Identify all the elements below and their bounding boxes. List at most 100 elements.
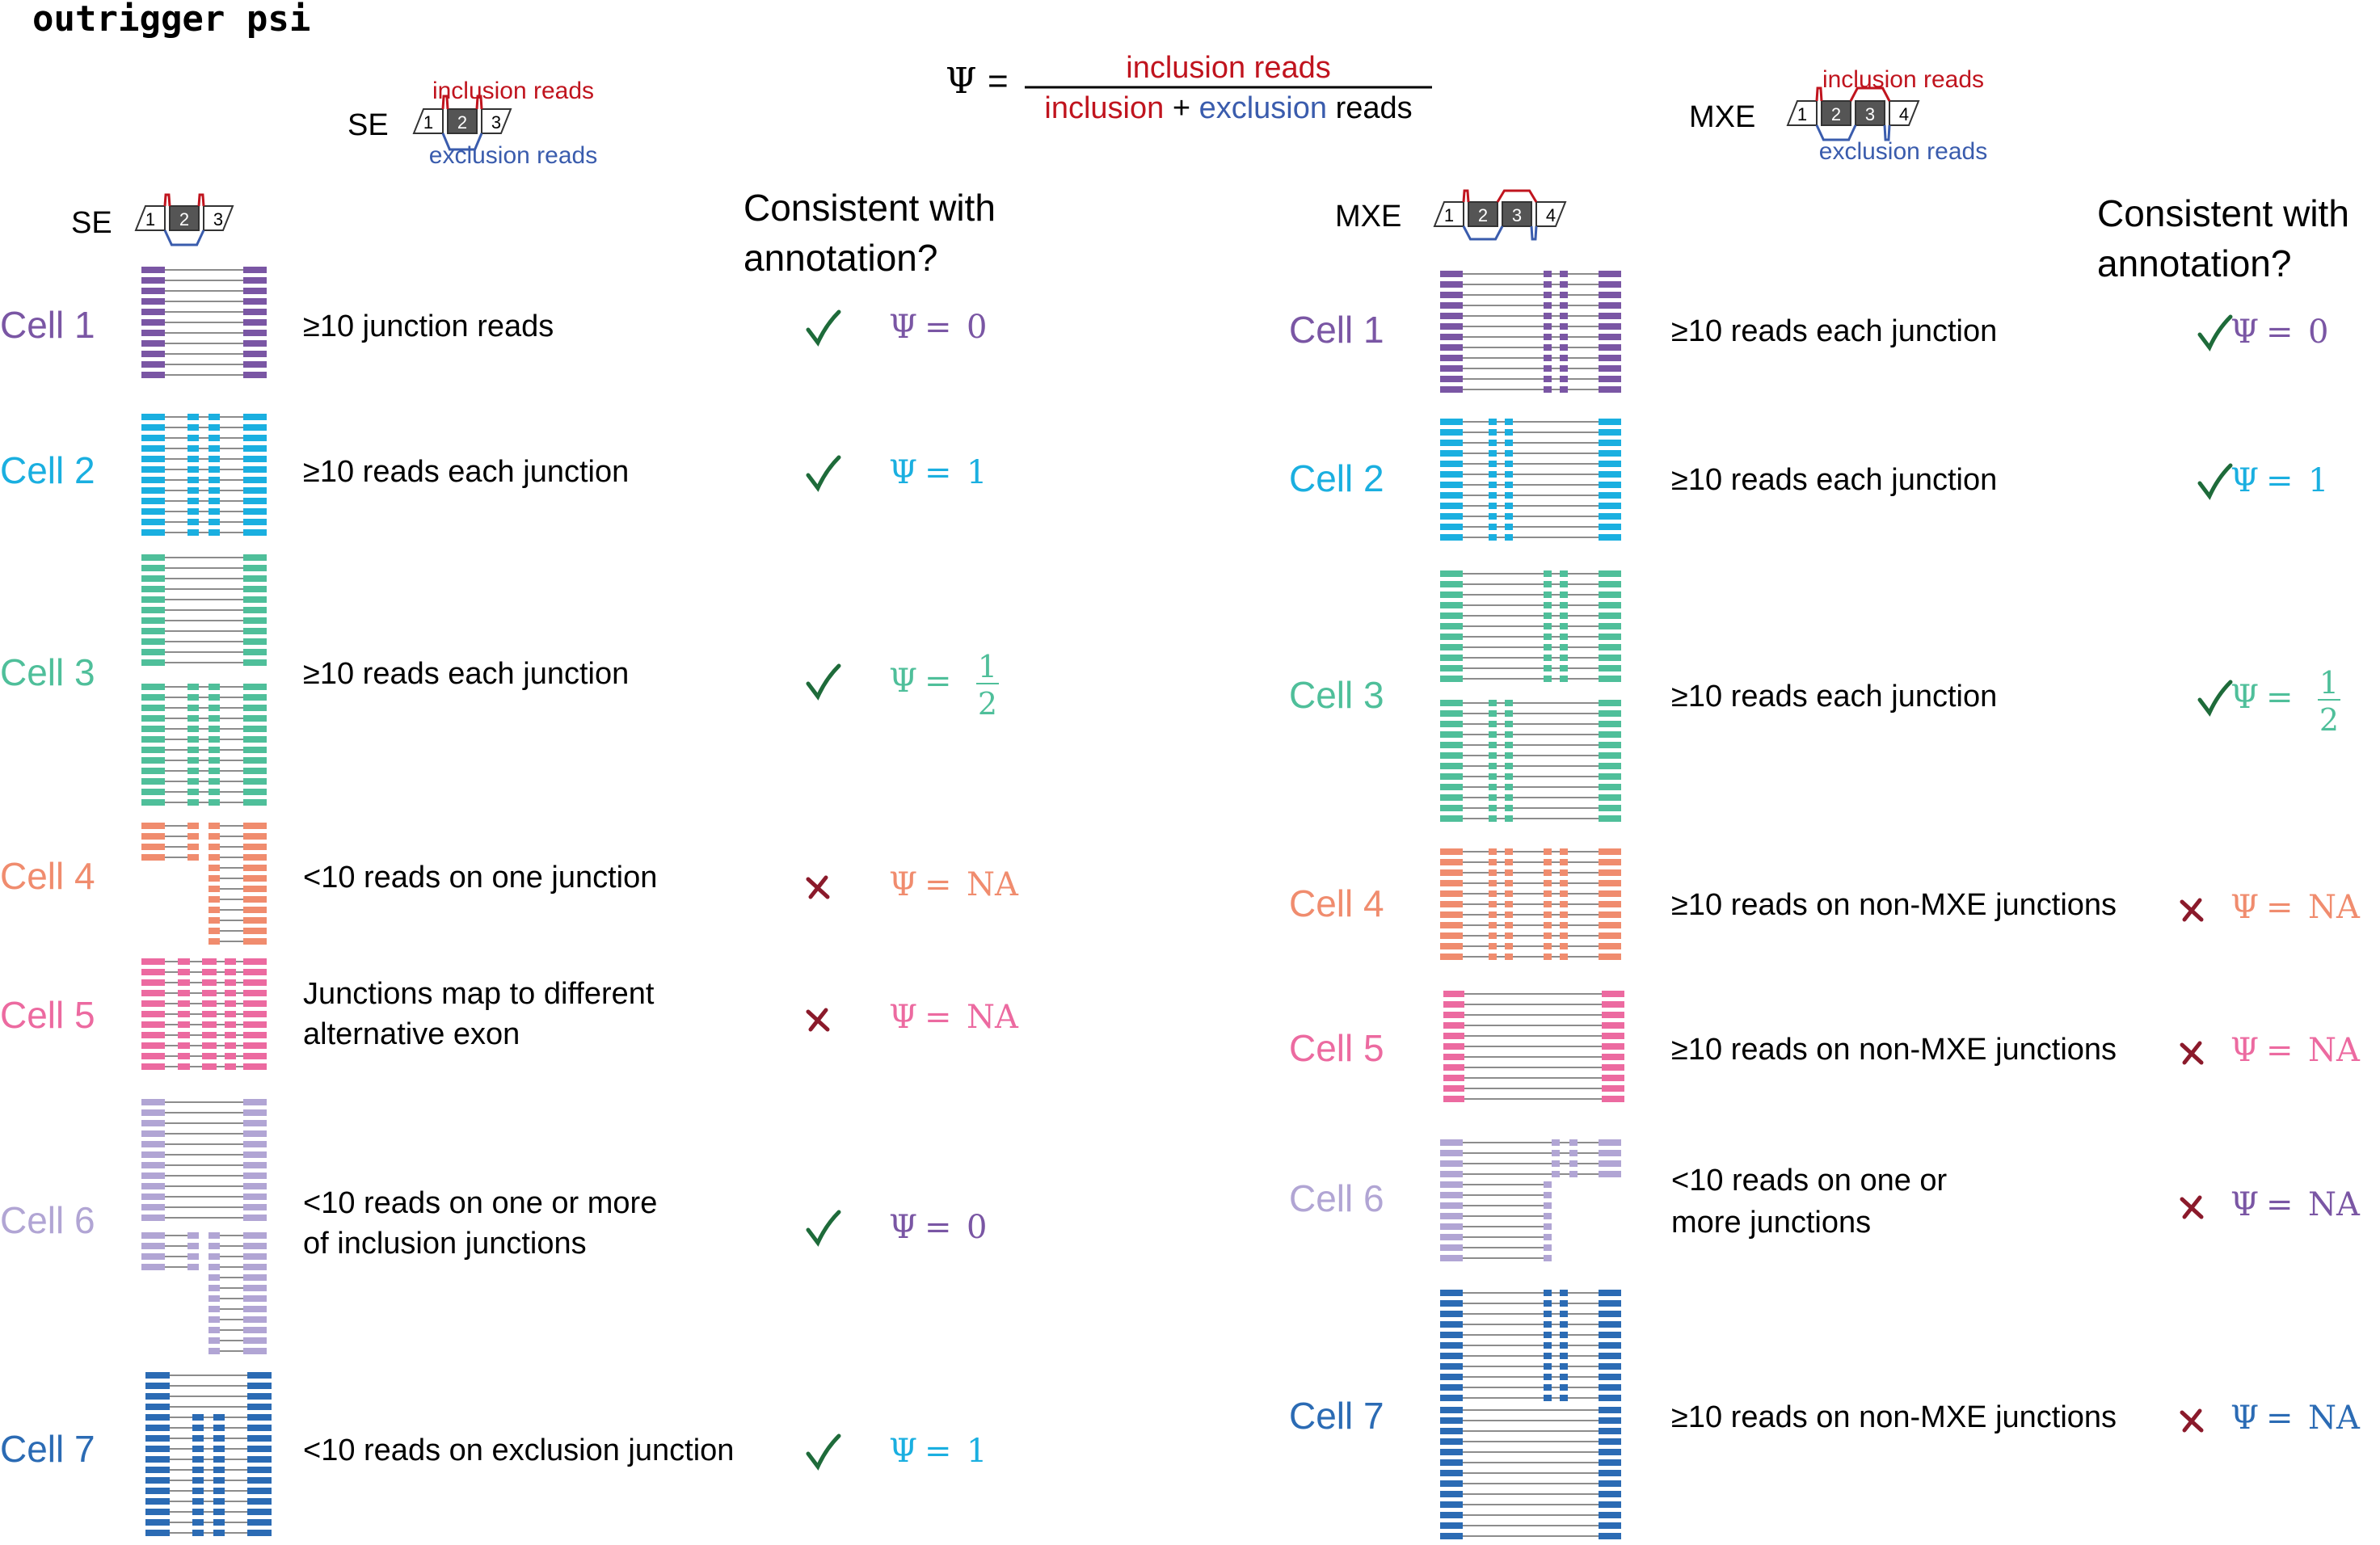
read-block	[243, 1295, 267, 1302]
read-block	[1440, 665, 1463, 671]
read-block	[243, 477, 267, 483]
cross-stroke-2	[2182, 1195, 2202, 1219]
read-block	[141, 1141, 165, 1147]
read-block	[1599, 313, 1621, 319]
se-legend-inclusion-label: inclusion reads	[432, 78, 594, 104]
read-block	[1489, 429, 1497, 436]
se-header-exclusion-junction	[163, 229, 205, 246]
read-block	[1560, 911, 1568, 918]
read-block	[1599, 271, 1621, 277]
read-block	[141, 596, 165, 603]
read-block	[1599, 1311, 1621, 1317]
read-block	[1489, 880, 1497, 886]
read-block	[243, 694, 267, 701]
read-block	[1599, 440, 1621, 446]
mxe-legend-label: MXE	[1689, 100, 1755, 134]
read-block	[1602, 1012, 1624, 1018]
read-block	[243, 1327, 267, 1333]
read-block	[209, 705, 220, 711]
se-cell-5-cross-icon	[806, 1008, 830, 1032]
read-block	[1505, 943, 1513, 949]
read-block	[1440, 815, 1463, 822]
read-block	[141, 1204, 165, 1210]
read-block	[1440, 869, 1463, 876]
se-cell-3-psi-denominator: 2	[978, 686, 997, 722]
read-block	[243, 361, 267, 368]
read-block	[141, 487, 165, 494]
read-block	[1560, 1311, 1568, 1317]
mxe-cell-5-cross-icon	[2180, 1041, 2204, 1065]
read-block	[1440, 313, 1463, 319]
read-block	[243, 917, 267, 924]
read-block	[1569, 1150, 1578, 1156]
read	[141, 1243, 199, 1249]
read-block	[1544, 570, 1552, 577]
read-block	[1443, 1085, 1464, 1092]
read-block	[1440, 429, 1463, 436]
read	[1440, 1160, 1621, 1167]
read	[1440, 482, 1621, 488]
read-block	[1489, 721, 1497, 727]
read-block	[243, 309, 267, 315]
read-block	[209, 1274, 220, 1281]
read-block	[1489, 534, 1497, 541]
read-block	[192, 1498, 204, 1505]
read	[141, 979, 267, 986]
se-header-inclusion-junction-2	[197, 193, 205, 207]
read-block	[243, 1000, 267, 1007]
read-block	[1599, 292, 1621, 298]
read-block	[141, 1162, 165, 1168]
read	[141, 487, 267, 494]
read	[1440, 655, 1621, 661]
mxe-cell-6-stack-0-reads	[1440, 1139, 1621, 1177]
read-block	[1440, 1470, 1463, 1476]
read	[1440, 1332, 1621, 1338]
read-block	[243, 596, 267, 603]
read	[1440, 365, 1621, 372]
mxe-cell-7-psi-equals: =	[2266, 1400, 2294, 1437]
read-block	[1602, 1054, 1624, 1060]
read	[1440, 281, 1621, 288]
read-block	[1560, 655, 1568, 661]
read	[1440, 784, 1621, 790]
se-cell-3-check-icon	[806, 663, 841, 701]
read-block	[247, 1456, 272, 1463]
read	[1440, 1480, 1621, 1487]
read-block	[1544, 323, 1552, 330]
read	[209, 886, 267, 892]
read-block	[1440, 376, 1463, 382]
mxe-cell-3-check-icon	[2197, 680, 2233, 717]
read-block	[243, 628, 267, 634]
se-cell-2-stack-0-reads	[141, 414, 267, 536]
read-block	[141, 757, 165, 764]
read	[1440, 1501, 1621, 1508]
read-block	[1599, 880, 1621, 886]
read-block	[1599, 932, 1621, 939]
read-block	[1544, 901, 1552, 907]
se-cell-1-description-line1: ≥10 junction reads	[303, 309, 554, 343]
read-block	[243, 445, 267, 452]
read	[141, 799, 267, 806]
mxe-cell-1-row: Cell 1 ≥10 reads each junction Ψ = 0	[1289, 271, 2328, 393]
read	[141, 628, 267, 634]
read-block	[1599, 752, 1621, 759]
read	[1440, 323, 1621, 330]
read-block	[187, 424, 199, 431]
read-block	[141, 747, 165, 753]
read-block	[1599, 773, 1621, 780]
read-block	[1505, 419, 1513, 425]
read-block	[1599, 302, 1621, 309]
read-block	[1544, 932, 1552, 939]
read-block	[187, 844, 199, 850]
read-block	[187, 736, 199, 743]
cross-stroke-2	[2182, 1408, 2202, 1433]
read-block	[178, 1021, 190, 1028]
read	[1440, 901, 1621, 907]
read-block	[243, 607, 267, 613]
read-block	[243, 726, 267, 732]
mxe-header-inclusion-junction-a	[1462, 189, 1470, 203]
read-block	[1599, 1407, 1621, 1413]
read-block	[1552, 1171, 1560, 1177]
read	[141, 340, 267, 347]
mxe-header-exon-4	[1535, 201, 1567, 227]
